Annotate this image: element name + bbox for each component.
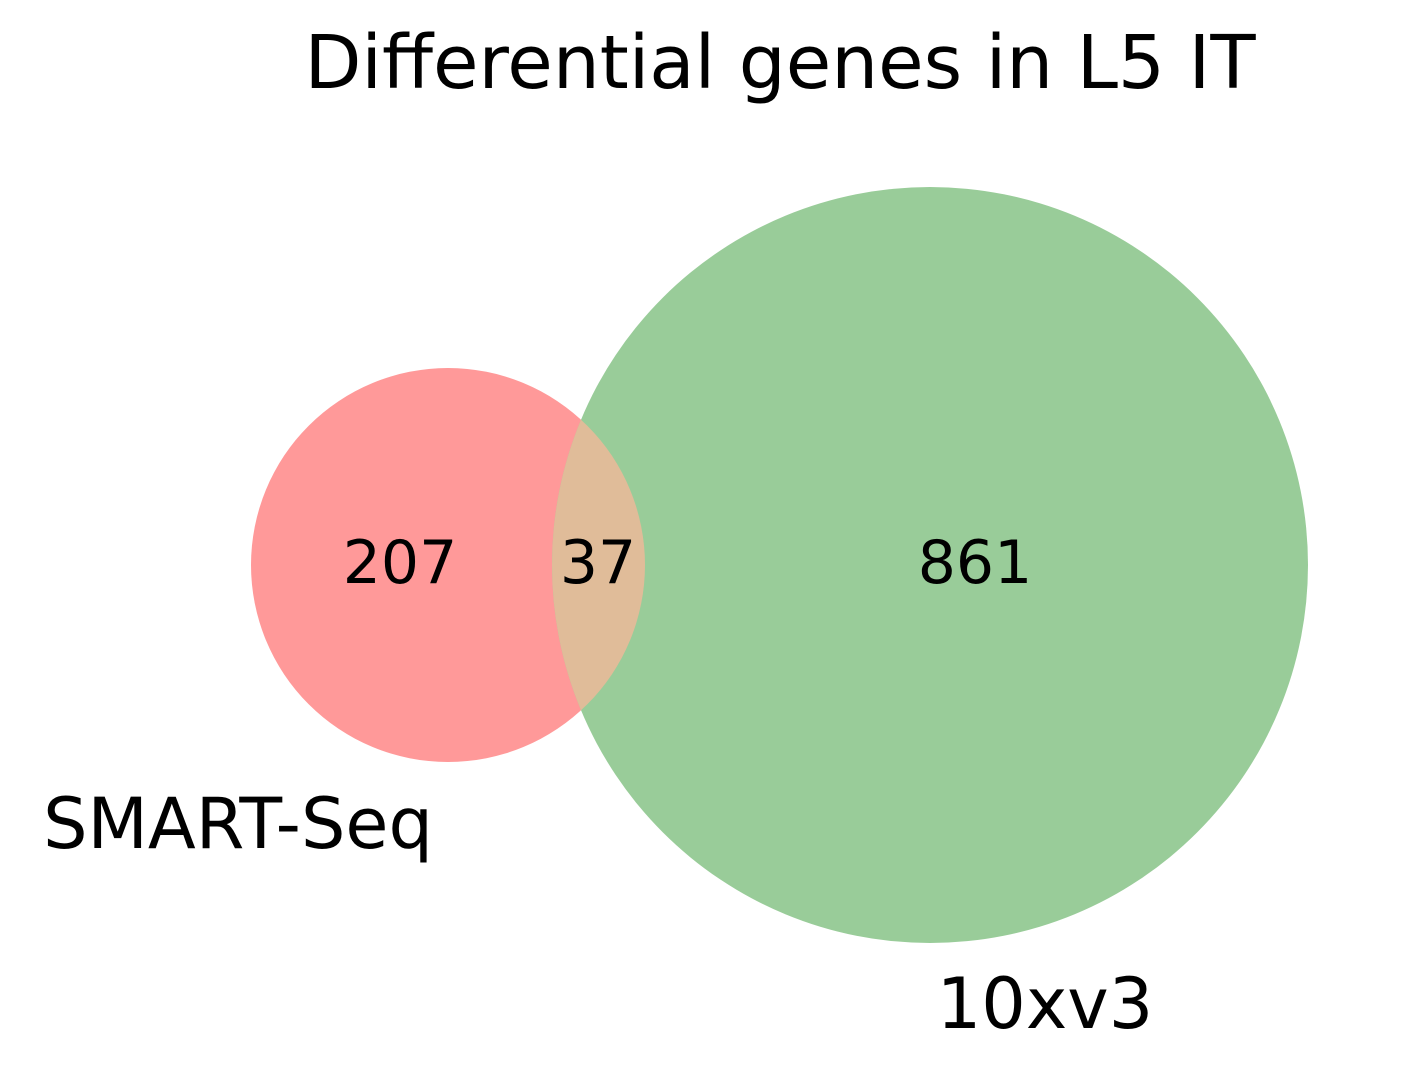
diagram-title: Differential genes in L5 IT	[304, 20, 1256, 106]
tenx-only-count: 861	[918, 528, 1033, 598]
smart-seq-only-count: 207	[343, 528, 458, 598]
smart-seq-set-label: SMART-Seq	[43, 783, 433, 865]
shared-count: 37	[560, 528, 636, 598]
tenx-v3-set-label: 10xv3	[937, 963, 1153, 1045]
smart-seq-circle	[251, 368, 645, 762]
tenx-v3-circle	[552, 187, 1308, 943]
